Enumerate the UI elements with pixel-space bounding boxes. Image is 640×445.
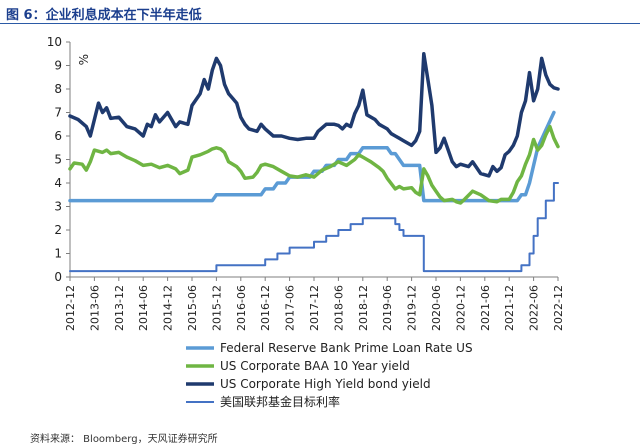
x-tick-label: 2017-06 xyxy=(284,285,297,331)
y-tick-label: 2 xyxy=(54,223,62,237)
legend-item: Federal Reserve Bank Prime Loan Rate US xyxy=(186,341,473,355)
x-tick-label: 2017-12 xyxy=(308,285,321,331)
x-tick-label: 2021-12 xyxy=(503,285,516,331)
legend-label: Federal Reserve Bank Prime Loan Rate US xyxy=(220,341,473,355)
chart-axes: 0 1 2 3 4 5 6 7 8 9 10 2012-12 2013-06 2013-12 2014-06… xyxy=(47,35,565,331)
x-tick-label: 2016-06 xyxy=(235,285,248,331)
x-tick-label: 2015-06 xyxy=(186,285,199,331)
title-rule xyxy=(0,23,640,24)
legend-item: US Corporate High Yield bond yield xyxy=(186,377,431,391)
legend-item: 美国联邦基金目标利率 xyxy=(186,394,340,409)
y-tick-label: 0 xyxy=(54,270,62,284)
x-tick-label: 2020-06 xyxy=(430,285,443,331)
legend-label: US Corporate High Yield bond yield xyxy=(220,377,431,391)
series-line-series-3 xyxy=(69,182,559,273)
x-tick-label: 2016-12 xyxy=(259,285,272,331)
y-tick-label: 6 xyxy=(54,129,62,143)
y-tick-label: 9 xyxy=(54,59,62,73)
y-tick-label: 8 xyxy=(54,82,62,96)
x-tick-label: 2013-12 xyxy=(113,285,126,331)
x-tick-label: 2012-12 xyxy=(64,285,77,331)
x-tick-label: 2013-06 xyxy=(88,285,101,331)
y-tick-label: 1 xyxy=(54,247,62,261)
series-line-us-corporate-high-yield-bond-yield xyxy=(68,52,560,178)
y-tick-label: 7 xyxy=(54,106,62,120)
x-tick-label: 2022-06 xyxy=(528,285,541,331)
x-tick-label: 2014-06 xyxy=(137,285,150,331)
legend-label: US Corporate BAA 10 Year yield xyxy=(220,359,410,373)
legend-item: US Corporate BAA 10 Year yield xyxy=(186,359,410,373)
y-tick-label: 5 xyxy=(54,153,62,167)
y-unit-label: % xyxy=(77,54,91,65)
source-note: 资料来源： Bloomberg，天风证券研究所 xyxy=(30,434,218,445)
series-line-federal-reserve-bank-prime-loan-rate-us xyxy=(68,110,556,203)
x-tick-label: 2020-12 xyxy=(454,285,467,331)
x-tick-label: 2019-06 xyxy=(381,285,394,331)
x-tick-label: 2018-06 xyxy=(332,285,345,331)
x-tick-label: 2014-12 xyxy=(162,285,175,331)
x-tick-label: 2022-12 xyxy=(552,285,565,331)
chart: 0 1 2 3 4 5 6 7 8 9 10 2012-12 2013-06 2013-12 2014-06… xyxy=(47,35,565,409)
y-tick-label: 4 xyxy=(54,176,62,190)
x-tick-label: 2021-06 xyxy=(479,285,492,331)
figure-title: 图 6：企业利息成本在下半年走低 xyxy=(6,8,202,23)
x-tick-label: 2018-12 xyxy=(357,285,370,331)
y-tick-label: 10 xyxy=(47,35,62,49)
series-layer xyxy=(68,52,560,273)
series-line-us-corporate-baa-10-year-yield xyxy=(68,124,560,205)
chart-legend: Federal Reserve Bank Prime Loan Rate US U… xyxy=(186,341,473,409)
x-tick-label: 2015-12 xyxy=(210,285,223,331)
x-tick-label: 2019-12 xyxy=(406,285,419,331)
y-tick-label: 3 xyxy=(54,200,62,214)
legend-label: 美国联邦基金目标利率 xyxy=(220,394,340,409)
